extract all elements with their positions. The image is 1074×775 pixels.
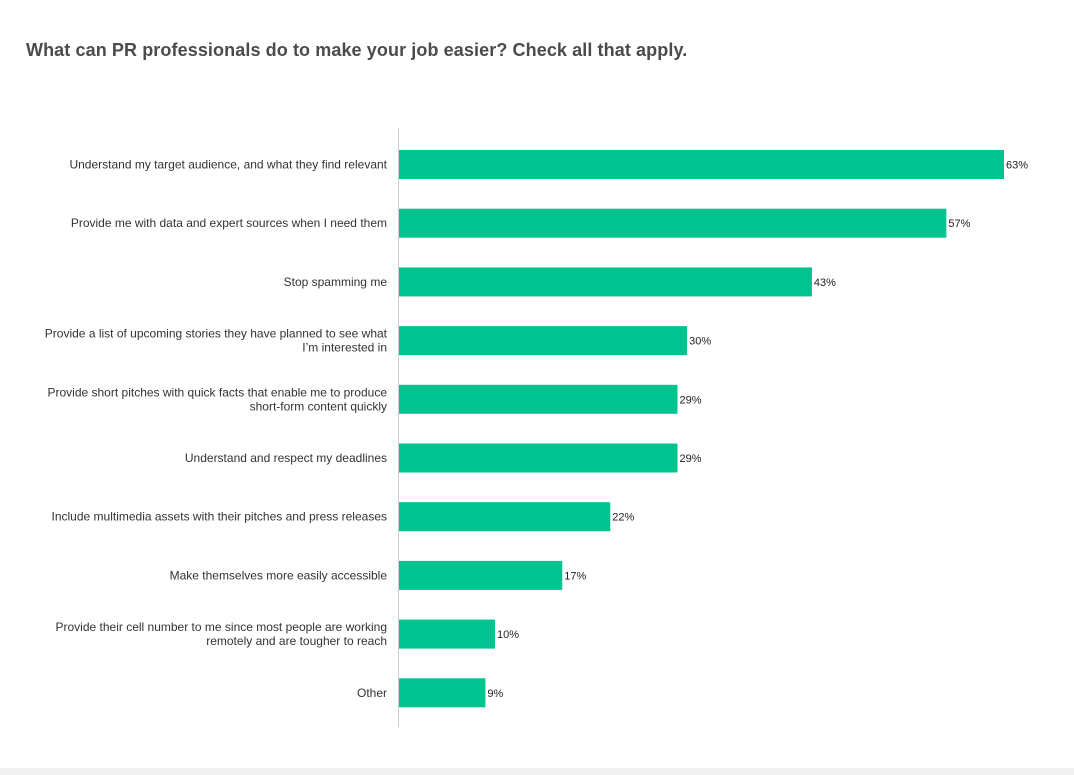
value-label-7: 22% — [612, 512, 634, 524]
category-label-1-line-1: Understand my target audience, and what … — [69, 158, 387, 172]
value-label-2: 57% — [948, 218, 970, 230]
category-label-3-line-1: Stop spamming me — [284, 275, 388, 289]
category-label-1: Understand my target audience, and what … — [69, 158, 387, 172]
category-label-8-line-1: Make themselves more easily accessible — [170, 568, 388, 582]
category-label-5-line-2: short-form content quickly — [250, 399, 387, 413]
category-label-2: Provide me with data and expert sources … — [71, 216, 387, 230]
bar-10 — [399, 678, 486, 708]
category-label-9-line-1: Provide their cell number to me since mo… — [56, 620, 388, 634]
category-label-6-line-1: Understand and respect my deadlines — [185, 451, 387, 465]
value-label-10: 9% — [487, 688, 503, 700]
category-label-4-line-2: I’m interested in — [302, 341, 387, 355]
value-label-3: 43% — [814, 277, 836, 289]
category-label-3: Stop spamming me — [284, 275, 388, 289]
value-label-5: 29% — [679, 394, 701, 406]
bar-4 — [399, 326, 688, 356]
bar-2 — [399, 208, 947, 238]
category-label-9: Provide their cell number to me since mo… — [56, 620, 388, 648]
bar-6 — [399, 443, 678, 473]
category-label-2-line-1: Provide me with data and expert sources … — [71, 216, 387, 230]
value-label-8: 17% — [564, 570, 586, 582]
category-label-10: Other — [357, 686, 387, 700]
category-label-5-line-1: Provide short pitches with quick facts t… — [47, 385, 387, 399]
category-label-9-line-2: remotely and are tougher to reach — [206, 634, 387, 648]
category-label-4: Provide a list of upcoming stories they … — [45, 327, 388, 355]
bar-1 — [399, 150, 1004, 179]
bar-5 — [399, 384, 678, 414]
value-label-6: 29% — [679, 453, 701, 465]
bar-8 — [399, 560, 563, 590]
bar-9 — [399, 619, 496, 649]
category-label-10-line-1: Other — [357, 686, 387, 700]
category-label-7-line-1: Include multimedia assets with their pit… — [52, 510, 388, 524]
category-label-8: Make themselves more easily accessible — [170, 568, 388, 582]
category-label-4-line-1: Provide a list of upcoming stories they … — [45, 327, 388, 341]
value-label-4: 30% — [689, 336, 711, 348]
chart-title: What can PR professionals do to make you… — [26, 40, 688, 60]
value-label-1: 63% — [1006, 160, 1028, 172]
category-label-5: Provide short pitches with quick facts t… — [47, 385, 387, 413]
category-label-6: Understand and respect my deadlines — [185, 451, 387, 465]
bar-7 — [399, 502, 611, 532]
footer-strip — [0, 768, 1074, 775]
value-label-9: 10% — [497, 629, 519, 641]
bar-3 — [399, 267, 812, 297]
category-label-7: Include multimedia assets with their pit… — [52, 510, 388, 524]
